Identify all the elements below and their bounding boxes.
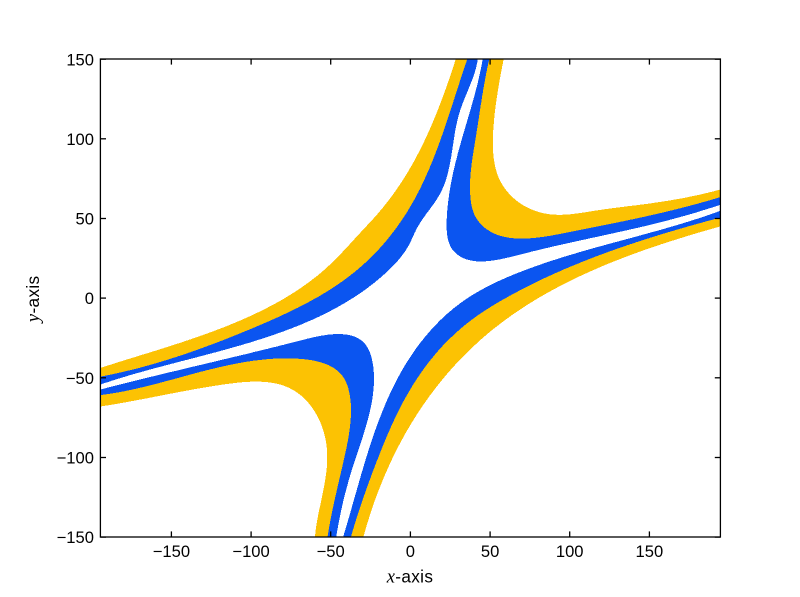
svg-text:−150: −150	[153, 542, 190, 561]
svg-text:50: 50	[76, 210, 94, 229]
svg-text:−50: −50	[66, 369, 94, 388]
svg-text:x-axis: x-axis	[386, 567, 434, 588]
svg-text:150: 150	[66, 50, 94, 69]
svg-text:−50: −50	[317, 542, 345, 561]
svg-text:0: 0	[406, 542, 415, 561]
svg-text:y-axis: y-axis	[23, 275, 44, 324]
svg-text:150: 150	[636, 542, 664, 561]
svg-text:100: 100	[66, 130, 94, 149]
svg-text:−100: −100	[57, 449, 94, 468]
svg-text:−150: −150	[57, 528, 94, 547]
svg-text:100: 100	[556, 542, 584, 561]
svg-text:−100: −100	[232, 542, 269, 561]
svg-text:0: 0	[85, 289, 94, 308]
svg-text:50: 50	[481, 542, 499, 561]
